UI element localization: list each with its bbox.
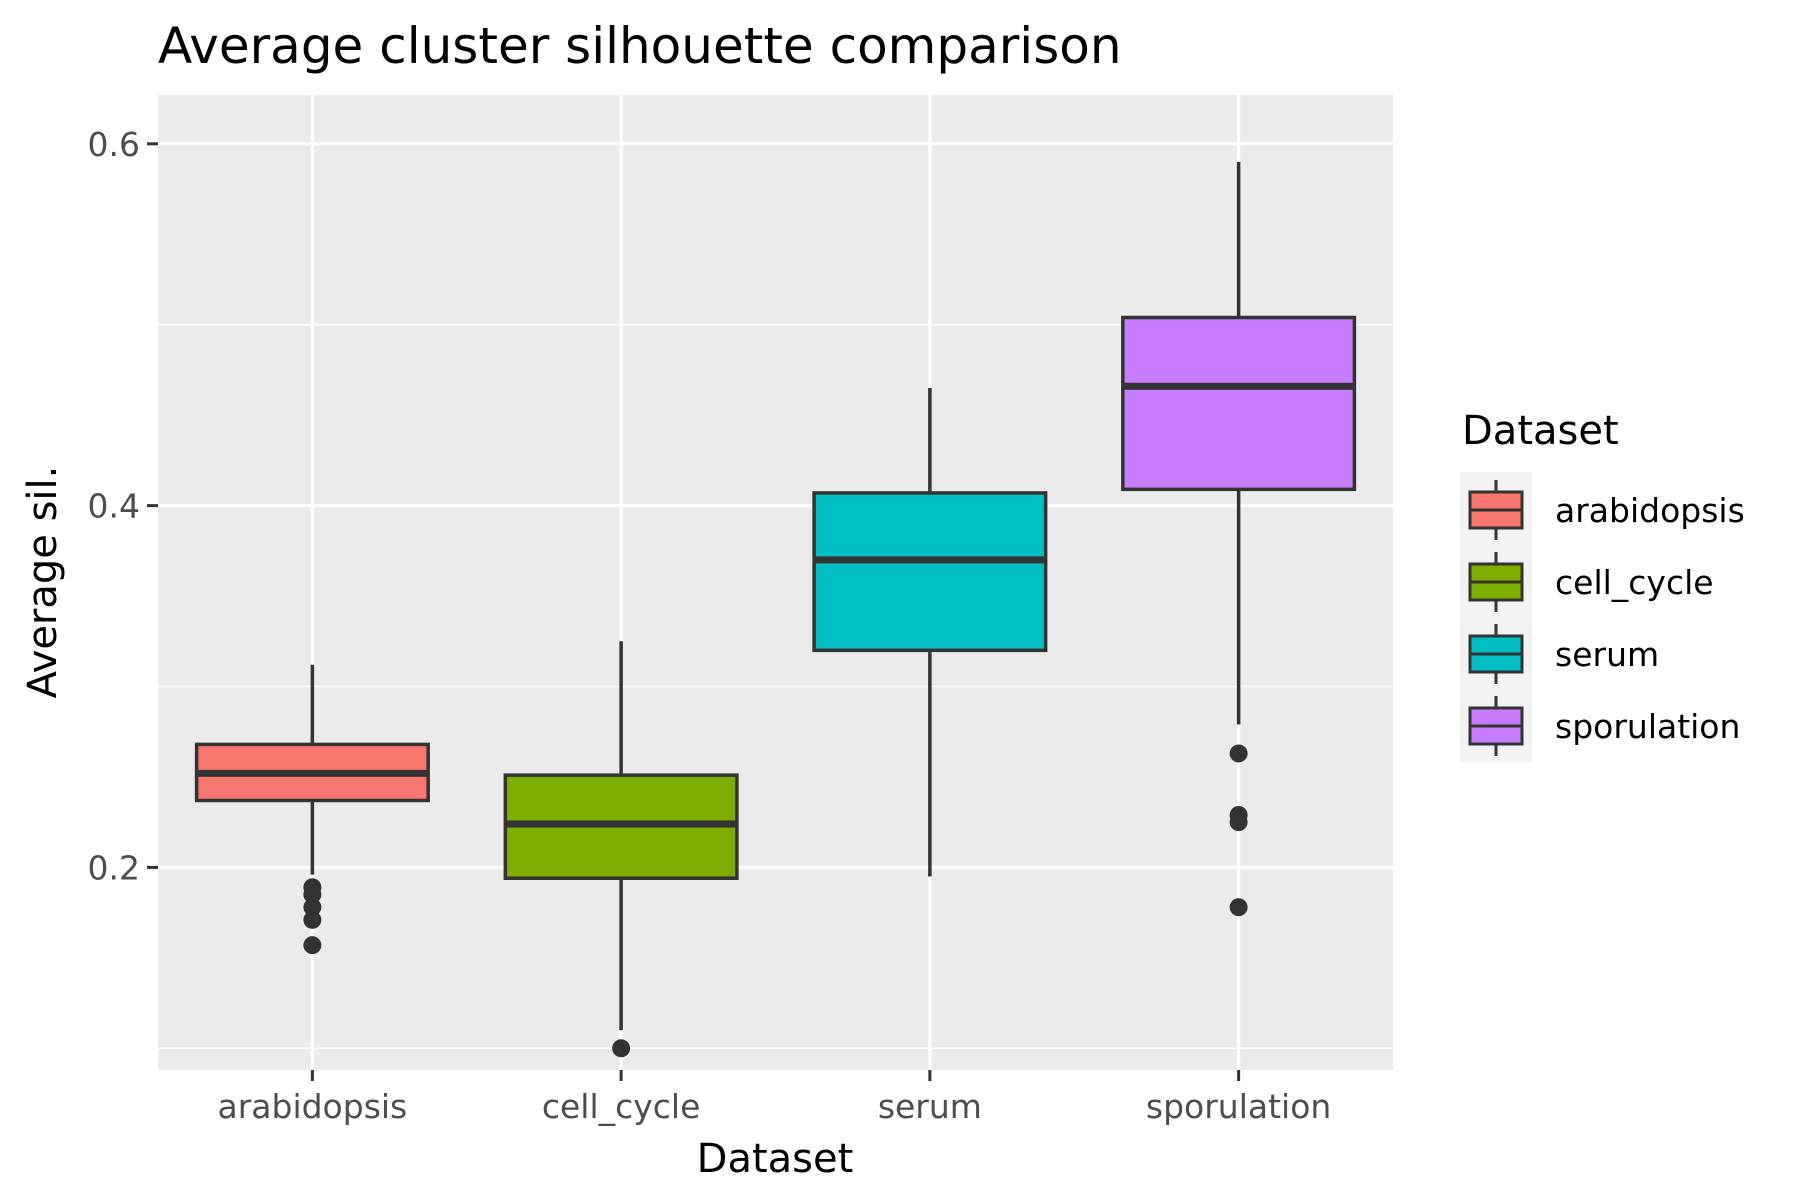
box-iqr: [1121, 315, 1357, 492]
outlier-point: [303, 898, 322, 917]
y-axis: 0.2 0.4 0.6: [88, 125, 158, 887]
legend-item-arabidopsis: arabidopsis: [1468, 480, 1745, 540]
legend-title: Dataset: [1462, 408, 1619, 454]
x-tick-label: serum: [878, 1087, 982, 1126]
box-serum: [812, 388, 1048, 877]
outlier-point: [303, 936, 322, 955]
legend-label: sporulation: [1555, 707, 1740, 746]
y-tick-label: 0.6: [88, 125, 140, 164]
outlier-point: [303, 885, 322, 904]
plot-panel: [158, 95, 1393, 1070]
outlier-point: [1229, 744, 1248, 763]
legend-label: cell_cycle: [1555, 563, 1714, 602]
x-tick-label: cell_cycle: [542, 1087, 701, 1126]
x-axis-title: Dataset: [697, 1136, 854, 1182]
boxes: [194, 161, 1357, 1058]
legend-item-sporulation: sporulation: [1468, 696, 1740, 756]
outlier-point: [1229, 898, 1248, 917]
x-axis: arabidopsis cell_cycle serum sporulation: [217, 1070, 1331, 1126]
box-arabidopsis: [194, 664, 430, 955]
outlier-point: [1229, 813, 1248, 832]
legend-item-cell_cycle: cell_cycle: [1468, 552, 1714, 612]
box-cell_cycle: [503, 641, 739, 1058]
y-axis-title: Average sil.: [20, 466, 66, 699]
legend-item-serum: serum: [1468, 624, 1659, 684]
x-tick-label: sporulation: [1146, 1087, 1331, 1126]
outlier-point: [612, 1039, 631, 1058]
y-tick-label: 0.4: [88, 487, 140, 526]
outlier-point: [303, 910, 322, 929]
legend-label: serum: [1555, 635, 1659, 674]
box-sporulation: [1121, 161, 1357, 917]
y-tick-label: 0.2: [88, 848, 140, 887]
box-iqr: [812, 491, 1048, 653]
x-tick-label: arabidopsis: [217, 1087, 407, 1126]
legend-label: arabidopsis: [1555, 491, 1745, 530]
chart-title: Average cluster silhouette comparison: [158, 17, 1122, 75]
